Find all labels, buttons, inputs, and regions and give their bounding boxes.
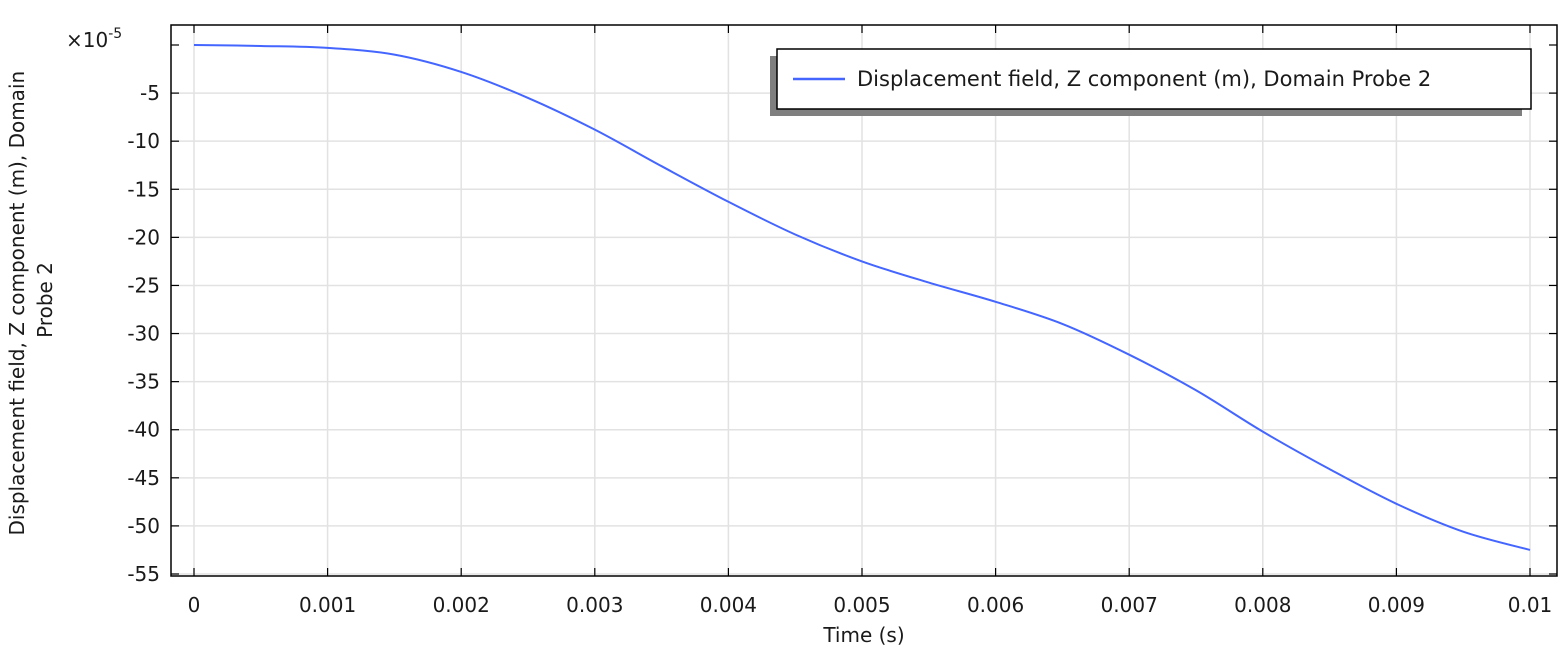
x-axis-label: Time (s)	[822, 623, 904, 647]
x-tick-label: 0.001	[299, 593, 356, 617]
y-tick-label: -55	[127, 562, 160, 586]
y-tick-label: -15	[127, 177, 160, 201]
x-tick-label: 0.01	[1508, 593, 1553, 617]
y-tick-label: -40	[127, 418, 160, 442]
x-tick-label: 0.002	[433, 593, 490, 617]
x-tick-label: 0.003	[566, 593, 623, 617]
legend-series-label: Displacement field, Z component (m), Dom…	[857, 67, 1431, 91]
x-tick-label: 0.006	[967, 593, 1024, 617]
x-tick-label: 0.007	[1101, 593, 1158, 617]
legend: Displacement field, Z component (m), Dom…	[770, 48, 1532, 116]
y-tick-label: -35	[127, 370, 160, 394]
y-tick-label: -20	[127, 225, 160, 249]
y-tick-label: -45	[127, 466, 160, 490]
y-tick-label: -30	[127, 322, 160, 346]
x-tick-label: 0	[188, 593, 201, 617]
y-tick-label: -10	[127, 129, 160, 153]
y-multiplier-exponent: -5	[108, 26, 122, 42]
y-axis-label-line-1: Displacement field, Z component (m), Dom…	[5, 71, 29, 536]
y-axis-label-line-2: Probe 2	[33, 262, 57, 338]
plot-frame	[170, 24, 1558, 577]
legend-box	[776, 48, 1532, 110]
x-tick-label: 0.004	[700, 593, 757, 617]
series-line	[193, 44, 1531, 551]
tick-layer: 0 0.001 0.002 0.003 0.004 0.005 0.006 0.007 0.00…	[127, 25, 1557, 617]
y-tick-label: -25	[127, 273, 160, 297]
y-axis-label: Displacement field, Z component (m), Dom…	[5, 64, 57, 535]
y-tick-label: -5	[140, 81, 160, 105]
x-tick-label: 0.008	[1234, 593, 1291, 617]
x-tick-label: 0.009	[1368, 593, 1425, 617]
grid-layer	[171, 25, 1557, 576]
y-tick-label: -50	[127, 514, 160, 538]
x-tick-label: 0.005	[833, 593, 890, 617]
series-layer	[193, 44, 1531, 551]
y-multiplier-label: ×10-5	[66, 26, 122, 52]
